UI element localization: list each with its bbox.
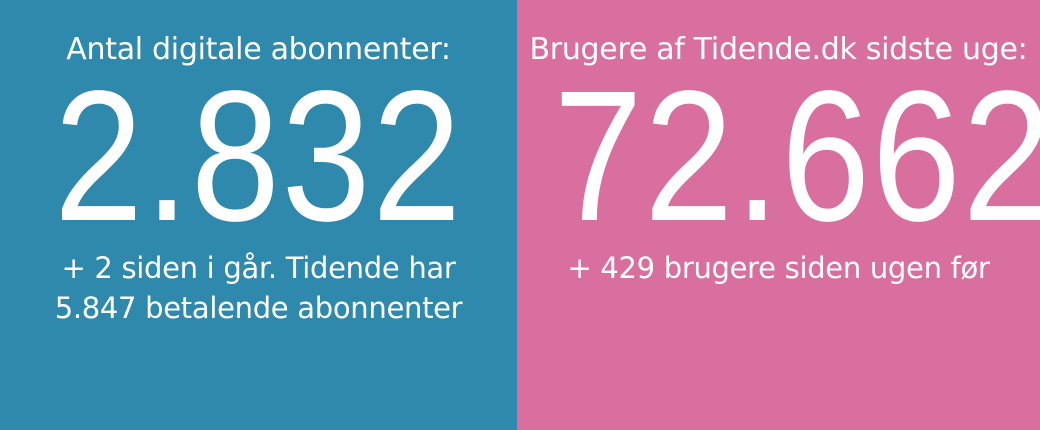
users-heading: Brugere af Tidende.dk sidste uge: xyxy=(529,32,1028,67)
users-panel: Brugere af Tidende.dk sidste uge: 72.662… xyxy=(517,0,1040,430)
subscribers-change: + 2 siden i går. Tidende har 5.847 betal… xyxy=(0,248,517,328)
users-count: 72.662 xyxy=(553,53,1040,260)
subscribers-change-line-2: 5.847 betalende abonnenter xyxy=(54,291,463,325)
subscribers-heading: Antal digitale abonnenter: xyxy=(66,32,451,67)
subscribers-count: 2.832 xyxy=(54,53,463,260)
users-change: + 429 brugere siden ugen før xyxy=(517,248,1040,288)
users-change-line-1: + 429 brugere siden ugen før xyxy=(567,251,990,285)
subscribers-change-line-1: + 2 siden i går. Tidende har xyxy=(61,251,456,285)
subscribers-panel: Antal digitale abonnenter: 2.832 + 2 sid… xyxy=(0,0,517,430)
